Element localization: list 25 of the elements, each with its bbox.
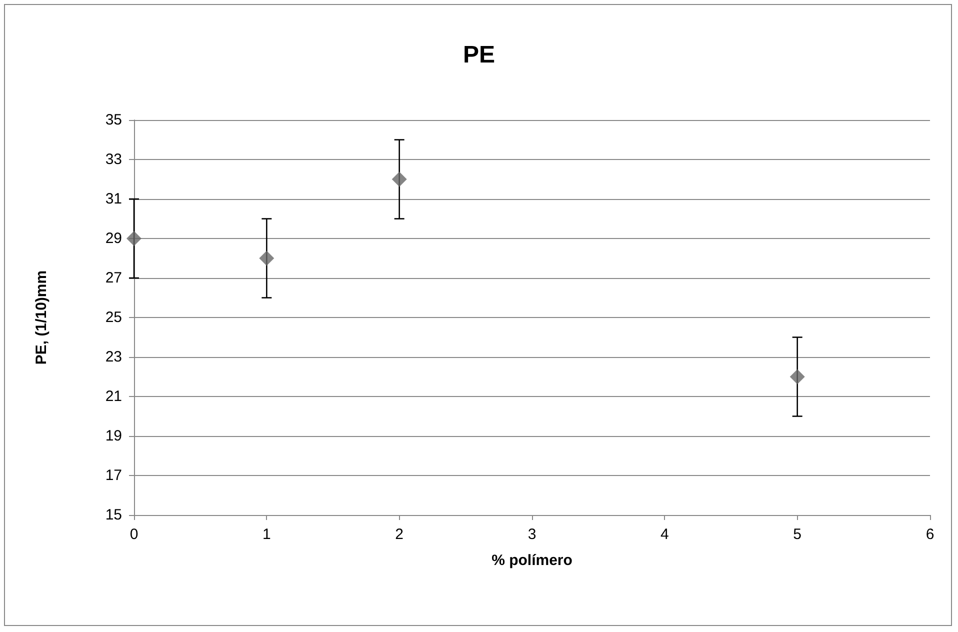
chart-title: PE <box>462 42 496 68</box>
point <box>790 369 805 384</box>
y-axis-title: PE, (1/10)mm <box>33 270 50 365</box>
x-tick-label: 3 <box>528 526 536 543</box>
y-tick-label: 35 <box>105 112 122 128</box>
y-tick-label: 31 <box>105 190 122 208</box>
point <box>392 172 407 187</box>
x-tick-label: 5 <box>793 526 802 543</box>
x-tick-label: 0 <box>130 526 138 543</box>
x-tick-label: 1 <box>262 526 271 543</box>
point <box>126 231 142 246</box>
y-tick-label: 33 <box>105 151 122 168</box>
y-tick-label: 15 <box>105 506 122 524</box>
y-tick-label: 21 <box>105 388 122 405</box>
x-tick-label: 4 <box>660 526 669 543</box>
y-tick-label: 27 <box>105 270 122 286</box>
x-tick-label: 6 <box>926 526 934 543</box>
x-axis-title: % polímero <box>492 552 572 569</box>
point <box>259 250 274 266</box>
y-tick-label: 29 <box>105 230 122 247</box>
x-tick-label: 2 <box>395 526 404 543</box>
y-tick-label: 25 <box>105 309 122 326</box>
y-tick-label: 23 <box>105 348 122 366</box>
y-tick-label: 19 <box>105 428 122 444</box>
y-tick-label: 17 <box>105 467 122 484</box>
